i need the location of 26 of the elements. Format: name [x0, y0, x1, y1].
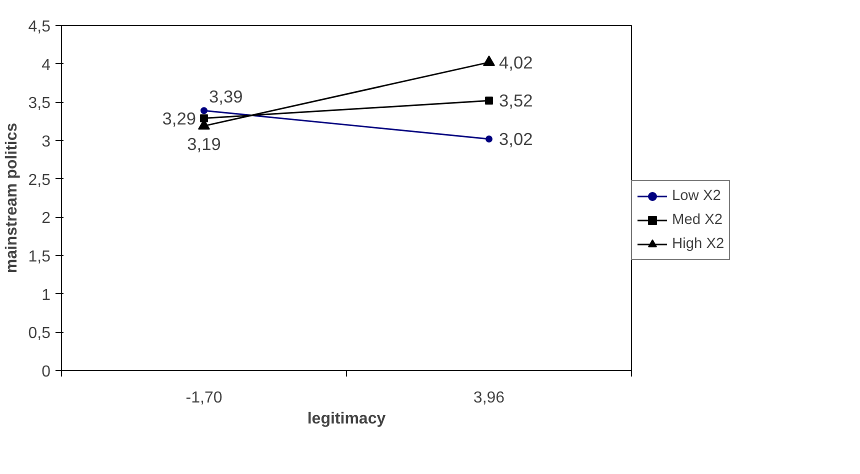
y-tick-label: 1,5: [28, 248, 51, 266]
data-label: 4,02: [499, 52, 533, 72]
y-tick-label: 1: [42, 286, 51, 304]
y-tick-label: 0: [42, 364, 51, 380]
y-tick-label: 3: [42, 134, 51, 150]
data-label: 3,52: [499, 90, 533, 111]
data-label: 3,29: [162, 108, 196, 128]
legend-label: Low X2: [672, 188, 721, 204]
point: [486, 135, 492, 142]
y-axis-title: mainstream politics: [3, 122, 20, 274]
y-tick-label: 3,5: [28, 95, 51, 112]
point: [485, 96, 493, 105]
x-tick-label: 3,96: [473, 390, 505, 406]
legend-label: Med X2: [672, 212, 723, 228]
y-tick-label: 2,5: [28, 172, 51, 189]
x-tick-label: -1,70: [186, 390, 222, 406]
y-tick-label: 4,5: [28, 18, 51, 36]
data-label: 3,02: [499, 128, 533, 149]
y-tick-label: 2: [42, 210, 51, 228]
x-axis-title: legitimacy: [307, 410, 386, 428]
y-tick-label: 4: [42, 56, 51, 74]
data-label: 3,19: [187, 134, 221, 154]
data-label: 3,39: [209, 86, 243, 107]
legend-label: High X2: [672, 236, 724, 252]
point: [200, 107, 208, 114]
y-tick-label: 0,5: [28, 325, 51, 342]
